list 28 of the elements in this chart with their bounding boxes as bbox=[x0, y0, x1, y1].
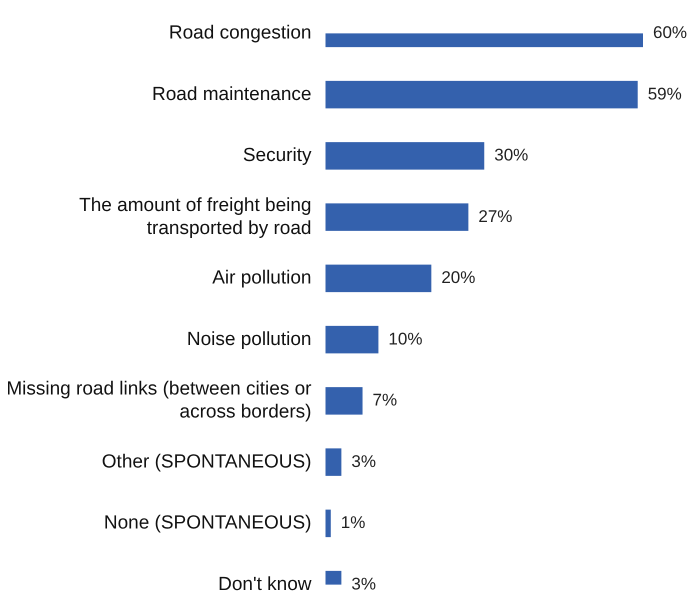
y-tick-label: Noise pollution bbox=[186, 328, 312, 350]
data-label: 10% bbox=[388, 329, 422, 348]
bar bbox=[326, 80, 638, 108]
bar bbox=[326, 448, 342, 476]
data-label: 3% bbox=[351, 574, 376, 594]
data-label: 20% bbox=[441, 268, 476, 288]
data-label: 59% bbox=[648, 84, 682, 104]
data-label: 27% bbox=[478, 206, 512, 226]
data-label: 60% bbox=[653, 23, 688, 42]
bar bbox=[326, 264, 432, 292]
y-tick-label: Missing road links (between cities or across borders) bbox=[6, 378, 312, 422]
y-tick-label: Road maintenance bbox=[152, 84, 312, 105]
y-tick-label: Other (SPONTANEOUS) bbox=[102, 451, 312, 472]
bar bbox=[326, 387, 363, 415]
data-label: 7% bbox=[372, 390, 398, 410]
bar bbox=[326, 326, 378, 354]
data-label: 3% bbox=[351, 452, 376, 471]
bar bbox=[326, 203, 468, 231]
y-tick-label: Don't know bbox=[218, 574, 312, 595]
bar bbox=[326, 510, 331, 538]
y-tick-label: Air pollution bbox=[212, 268, 312, 289]
data-label: 1% bbox=[340, 513, 366, 532]
y-tick-label: Security bbox=[242, 145, 312, 166]
y-tick-label: None (SPONTANEOUS) bbox=[104, 512, 312, 534]
bar bbox=[326, 142, 484, 170]
y-tick-label: The amount of freight being transported by road bbox=[79, 194, 312, 239]
data-label: 30% bbox=[494, 146, 528, 165]
y-tick-label: Road congestion bbox=[168, 22, 312, 44]
